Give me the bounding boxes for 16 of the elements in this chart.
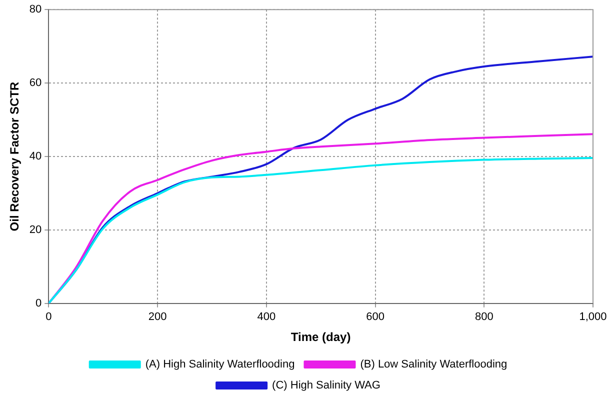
x-axis-title: Time (day) bbox=[290, 330, 351, 344]
y-axis-title: Oil Recovery Factor SCTR bbox=[8, 81, 22, 232]
y-tick-label: 80 bbox=[29, 4, 42, 16]
x-tick-label: 0 bbox=[46, 311, 52, 324]
x-tick-label: 400 bbox=[257, 311, 276, 324]
x-tick-label: 800 bbox=[474, 311, 494, 324]
legend-label: (A) High Salinity Waterflooding bbox=[145, 358, 295, 371]
y-tick-label: 60 bbox=[29, 77, 42, 90]
y-tick-label: 20 bbox=[29, 224, 42, 236]
y-tick-label: 0 bbox=[36, 297, 42, 310]
legend-label: (B) Low Salinity Waterflooding bbox=[360, 358, 508, 371]
y-tick-label: 40 bbox=[29, 150, 42, 163]
x-tick-label: 200 bbox=[148, 311, 167, 324]
legend-label: (C) High Salinity WAG bbox=[272, 380, 380, 392]
x-tick-label: 600 bbox=[366, 311, 384, 324]
x-tick-label: 1,000 bbox=[579, 311, 607, 324]
